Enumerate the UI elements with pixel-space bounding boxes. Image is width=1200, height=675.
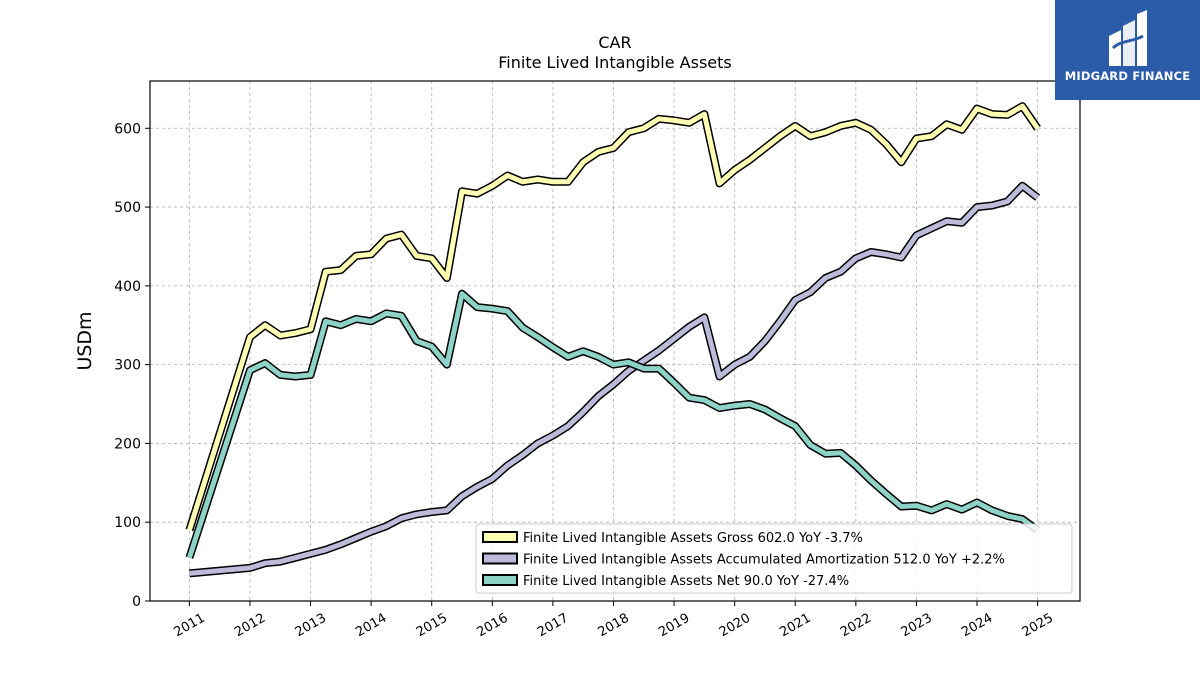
grid — [150, 81, 1080, 602]
y-tick-label: 200 — [114, 436, 141, 452]
y-tick-label: 0 — [132, 594, 141, 610]
midgard-logo-icon — [1109, 10, 1147, 66]
series-layer — [185, 102, 1041, 578]
legend-label-0: Finite Lived Intangible Assets Gross 602… — [523, 531, 863, 546]
y-tick-label: 300 — [114, 358, 141, 374]
x-tick-label: 2023 — [899, 611, 935, 641]
brand-name: MIDGARD FINANCE — [1064, 69, 1191, 83]
x-tick-label: 2015 — [414, 611, 450, 641]
x-tick-label: 2019 — [656, 611, 692, 641]
x-axis: 2011 2012 2013 2014 2015 2016 2017 2018 2019 2020… — [172, 601, 1056, 640]
plot-frame — [149, 80, 1081, 602]
x-tick-label: 2017 — [535, 611, 571, 641]
x-tick-label: 2020 — [717, 611, 753, 641]
x-tick-label: 2011 — [172, 611, 208, 641]
y-axis-label: USDm — [74, 311, 96, 370]
series-line-2 — [187, 291, 1040, 559]
brand-logo: MIDGARD FINANCE — [1055, 0, 1200, 100]
x-tick-label: 2012 — [232, 611, 268, 641]
chart-subtitle: Finite Lived Intangible Assets — [498, 53, 731, 72]
x-tick-label: 2025 — [1020, 611, 1056, 641]
y-tick-label: 400 — [114, 279, 141, 295]
legend-swatch-2 — [482, 574, 518, 586]
chart-title: CAR — [598, 33, 631, 52]
x-tick-label: 2016 — [474, 611, 510, 641]
legend-label-2: Finite Lived Intangible Assets Net 90.0 … — [523, 574, 849, 589]
x-tick-label: 2018 — [596, 611, 632, 641]
legend-label-1: Finite Lived Intangible Assets Accumulat… — [523, 553, 1005, 568]
series-line-0 — [187, 103, 1040, 531]
x-tick-label: 2024 — [959, 611, 995, 641]
legend-box — [475, 523, 1073, 594]
x-tick-label: 2014 — [353, 611, 389, 641]
y-tick-label: 600 — [114, 121, 141, 137]
legend-swatch-0 — [482, 531, 518, 543]
y-axis: 0 100 200 300 400 500 600 — [114, 121, 150, 610]
y-tick-label: 500 — [114, 200, 141, 216]
legend: Finite Lived Intangible Assets Gross 602… — [475, 523, 1073, 594]
x-tick-label: 2022 — [838, 611, 874, 641]
x-tick-label: 2013 — [293, 611, 329, 641]
y-tick-label: 100 — [114, 515, 141, 531]
x-tick-label: 2021 — [777, 611, 813, 641]
legend-swatch-1 — [482, 552, 518, 565]
